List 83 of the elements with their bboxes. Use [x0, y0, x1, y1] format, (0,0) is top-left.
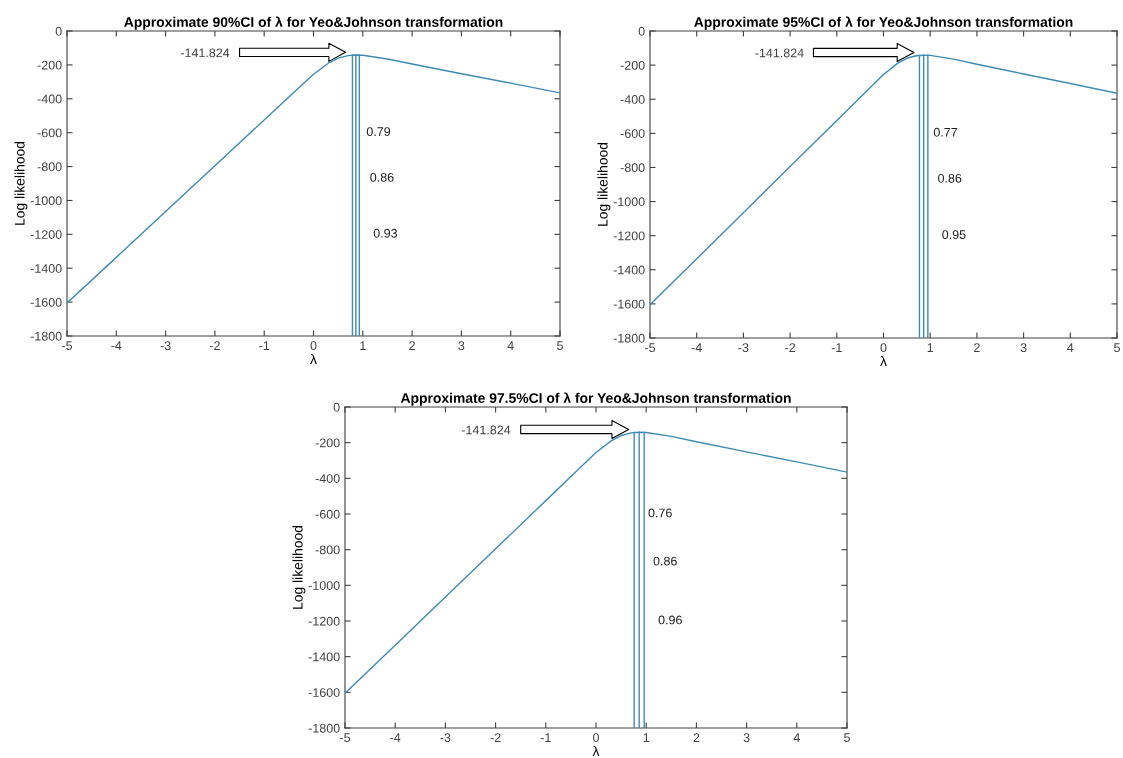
- annotation: 0.95: [942, 230, 966, 240]
- y-tick-label: -200: [315, 438, 340, 448]
- x-tick-label: -4: [691, 343, 702, 352]
- y-tick-label: 0: [55, 26, 62, 36]
- x-tick-label: 3: [743, 733, 750, 743]
- y-tick-label: -200: [37, 60, 62, 70]
- x-tick-label: 3: [1020, 343, 1027, 353]
- y-tick-label: -800: [620, 163, 645, 173]
- y-tick-label: 0: [333, 402, 340, 412]
- y-axis-title: Log likelihood: [597, 142, 611, 226]
- y-tick-label: -1200: [308, 616, 340, 626]
- y-tick-label: 0: [638, 26, 645, 36]
- chart-title: Approximate 95%CI of λ for Yeo&Johnson transformation: [694, 16, 1073, 30]
- y-tick-label: -1800: [308, 723, 340, 733]
- y-tick-label: -1600: [308, 688, 340, 697]
- y-tick-label: -1000: [613, 197, 645, 207]
- annotation: 0.96: [658, 615, 682, 625]
- annotation: 0.86: [653, 556, 677, 566]
- y-tick-label: -1400: [30, 264, 62, 273]
- y-tick-label: -400: [315, 474, 340, 483]
- chart-title: Approximate 90%CI of λ for Yeo&Johnson transformation: [124, 16, 503, 30]
- x-tick-label: 2: [974, 343, 980, 352]
- x-tick-label: 0: [593, 733, 599, 743]
- annotation: 0.86: [370, 172, 394, 182]
- x-tick-label: -4: [111, 341, 122, 350]
- x-tick-label: 3: [458, 341, 465, 351]
- x-tick-label: 5: [1114, 343, 1120, 353]
- x-tick-label: -2: [490, 733, 501, 742]
- x-tick-label: -5: [340, 733, 351, 743]
- x-tick-label: -2: [209, 341, 220, 350]
- x-tick-label: -5: [62, 341, 73, 351]
- x-tick-label: 4: [507, 341, 514, 350]
- y-tick-label: -1200: [30, 230, 62, 239]
- y-tick-label: -1000: [30, 196, 62, 206]
- y-tick-label: -800: [315, 545, 340, 555]
- y-axis-title: Log likelihood: [292, 525, 306, 609]
- x-tick-label: -3: [160, 341, 171, 351]
- annotation: 0.77: [933, 127, 958, 137]
- x-tick-label: -2: [785, 343, 796, 352]
- y-tick-label: -1800: [30, 331, 62, 341]
- annotation: -141.824: [461, 425, 511, 435]
- x-axis-title: λ: [592, 745, 600, 756]
- y-tick-label: -1600: [613, 299, 645, 309]
- x-tick-label: 1: [927, 343, 934, 352]
- annotation: 0.79: [366, 127, 391, 137]
- annotation: -141.824: [180, 48, 230, 58]
- x-tick-label: 4: [1067, 343, 1074, 352]
- annotation: -141.824: [755, 48, 804, 58]
- y-tick-label: -400: [620, 95, 645, 104]
- y-tick-label: -400: [37, 94, 62, 104]
- y-axis-title: Log likelihood: [14, 141, 28, 225]
- y-tick-label: -600: [315, 509, 340, 519]
- x-axis-title: λ: [310, 353, 317, 364]
- y-tick-label: -200: [620, 60, 645, 70]
- x-tick-label: -3: [738, 343, 749, 353]
- annotation: 0.76: [648, 508, 672, 518]
- y-tick-label: -600: [37, 128, 62, 138]
- x-tick-label: 2: [409, 341, 415, 350]
- x-tick-label: 1: [360, 341, 366, 350]
- x-tick-label: 0: [880, 343, 887, 353]
- x-tick-label: -3: [440, 733, 451, 743]
- x-tick-label: -1: [540, 733, 551, 742]
- x-tick-label: 2: [693, 733, 700, 742]
- annotation: 0.93: [373, 228, 398, 238]
- x-tick-label: 1: [643, 733, 650, 742]
- x-tick-label: 5: [557, 341, 563, 351]
- y-tick-label: -1000: [308, 581, 340, 590]
- x-tick-label: -1: [259, 341, 270, 350]
- annotation: 0.86: [938, 173, 962, 183]
- y-tick-label: -1800: [613, 333, 645, 343]
- x-tick-label: -1: [831, 343, 842, 352]
- x-tick-label: 5: [844, 733, 850, 743]
- x-tick-label: 4: [793, 733, 800, 742]
- y-tick-label: -600: [620, 129, 645, 138]
- y-tick-label: -1400: [308, 652, 340, 662]
- y-tick-label: -800: [37, 162, 62, 172]
- y-tick-label: -1200: [613, 231, 645, 241]
- x-tick-label: -5: [645, 343, 656, 353]
- x-tick-label: -4: [390, 733, 401, 742]
- y-tick-label: -1400: [613, 265, 645, 275]
- y-tick-label: -1600: [30, 297, 62, 307]
- chart-title: Approximate 97.5%CI of λ for Yeo&Johnson transformation: [400, 392, 791, 406]
- x-axis-title: λ: [880, 355, 887, 366]
